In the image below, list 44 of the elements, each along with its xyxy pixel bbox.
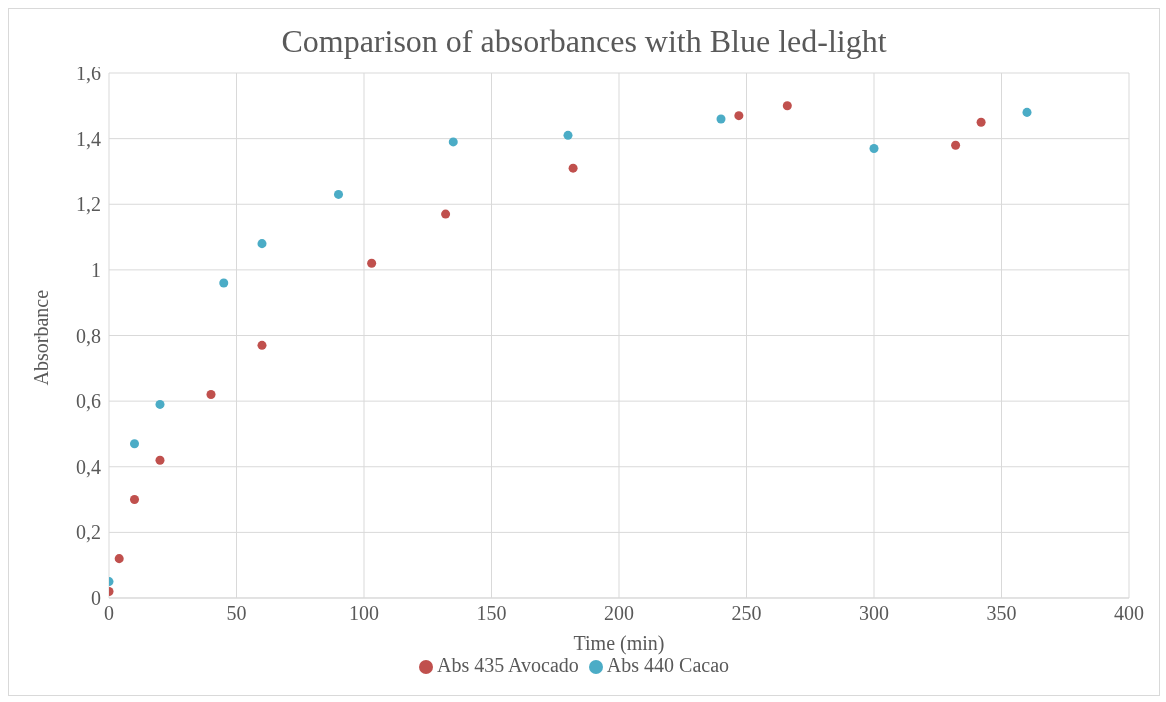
point <box>563 130 573 140</box>
point <box>206 390 216 400</box>
point <box>367 258 377 268</box>
y-tick-label: 1,4 <box>76 127 101 150</box>
y-tick-label: 0 <box>91 587 101 610</box>
point <box>219 278 229 288</box>
point <box>257 340 267 350</box>
x-axis-title: Time (min) <box>573 632 665 655</box>
point <box>976 117 986 127</box>
x-tick-label: 400 <box>1114 602 1144 625</box>
chart-title: Comparison of absorbances with Blue led-light <box>281 23 887 59</box>
point <box>155 399 165 409</box>
x-tick-label: 50 <box>226 602 247 625</box>
point <box>734 111 744 121</box>
y-axis-title: Absorbance <box>30 289 53 386</box>
x-tick-label: 300 <box>859 602 889 625</box>
x-tick-label: 200 <box>604 602 634 625</box>
y-tick-label: 0,8 <box>76 324 101 347</box>
point <box>1022 107 1032 117</box>
point <box>568 163 578 173</box>
x-tick-label: 350 <box>986 602 1017 625</box>
point <box>129 495 140 505</box>
y-tick-label: 1,6 <box>76 62 101 85</box>
point <box>114 554 124 564</box>
point <box>869 143 879 153</box>
x-tick-label: 150 <box>476 602 507 625</box>
point <box>129 439 140 449</box>
y-tick-label: 0,2 <box>76 521 101 544</box>
point <box>257 239 267 249</box>
y-tick-label: 0,6 <box>76 390 101 413</box>
legend-label: Abs 435 Avocado <box>436 654 579 676</box>
point <box>782 101 792 111</box>
point <box>951 140 961 150</box>
x-tick-label: 100 <box>349 602 379 625</box>
point <box>716 114 726 124</box>
legend-label: Abs 440 Cacao <box>606 654 730 676</box>
y-tick-label: 0,4 <box>76 455 101 478</box>
point <box>333 189 344 199</box>
point <box>448 137 458 147</box>
y-tick-label: 1 <box>91 258 101 281</box>
y-tick-label: 1,2 <box>76 193 101 216</box>
point <box>441 209 451 219</box>
x-tick-label: 250 <box>731 602 762 625</box>
point <box>155 455 165 465</box>
